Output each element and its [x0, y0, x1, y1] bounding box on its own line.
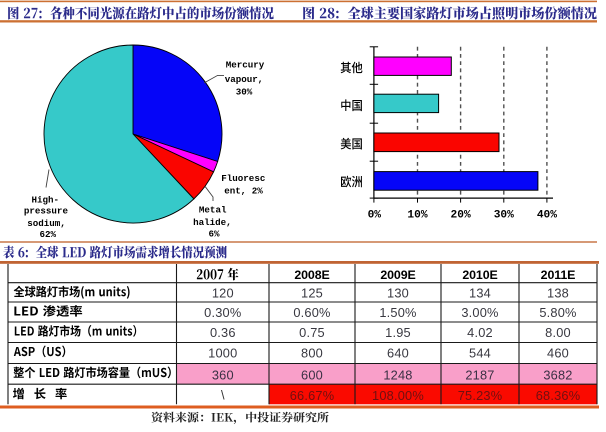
svg-text:2011E: 2011E [541, 268, 576, 282]
svg-text:0%: 0% [368, 210, 382, 222]
svg-text:130: 130 [387, 286, 409, 301]
svg-text:0.60%: 0.60% [293, 305, 330, 320]
svg-text:1000: 1000 [208, 346, 237, 361]
svg-text:8.00: 8.00 [545, 325, 571, 340]
svg-text:\: \ [221, 387, 225, 402]
svg-text:High-: High- [32, 194, 60, 205]
svg-text:0.30%: 0.30% [204, 305, 241, 320]
svg-text:2008E: 2008E [294, 268, 329, 282]
svg-text:544: 544 [469, 346, 491, 361]
svg-text:vapour,: vapour, [225, 74, 264, 85]
svg-text:30%: 30% [236, 87, 253, 98]
svg-text:2009E: 2009E [380, 268, 415, 282]
svg-text:pressure: pressure [24, 206, 69, 217]
svg-text:0.75: 0.75 [299, 325, 325, 340]
svg-text:640: 640 [387, 346, 409, 361]
svg-text:6%: 6% [208, 228, 220, 239]
svg-text:120: 120 [212, 286, 234, 301]
svg-text:5.80%: 5.80% [539, 305, 576, 320]
svg-text:1.95: 1.95 [385, 325, 411, 340]
svg-text:2010E: 2010E [462, 268, 497, 282]
svg-text:20%: 20% [451, 210, 471, 222]
svg-text:ent, 2%: ent, 2% [224, 185, 263, 196]
svg-text:30%: 30% [494, 210, 514, 222]
svg-text:134: 134 [469, 286, 491, 301]
svg-text:360: 360 [212, 367, 234, 382]
svg-text:62%: 62% [40, 229, 57, 240]
svg-text:10%: 10% [407, 210, 427, 222]
svg-text:108.00%: 108.00% [372, 388, 424, 403]
svg-text:1248: 1248 [383, 367, 412, 382]
svg-text:460: 460 [547, 346, 569, 361]
svg-text:3.00%: 3.00% [461, 305, 498, 320]
svg-text:75.23%: 75.23% [458, 388, 503, 403]
svg-text:Mercury: Mercury [226, 60, 265, 71]
svg-text:4.02: 4.02 [467, 325, 493, 340]
svg-text:1.50%: 1.50% [379, 305, 416, 320]
svg-text:3682: 3682 [543, 367, 572, 382]
svg-text:800: 800 [301, 346, 323, 361]
svg-text:600: 600 [301, 367, 323, 382]
svg-text:Metal: Metal [199, 205, 227, 216]
svg-text:68.36%: 68.36% [536, 388, 581, 403]
svg-text:2187: 2187 [465, 367, 494, 382]
svg-text:halide,: halide, [193, 217, 232, 228]
svg-text:40%: 40% [537, 210, 557, 222]
svg-text:66.67%: 66.67% [290, 388, 335, 403]
svg-text:125: 125 [301, 286, 323, 301]
svg-text:138: 138 [547, 286, 569, 301]
svg-text:Fluoresc: Fluoresc [221, 173, 265, 184]
svg-text:0.36: 0.36 [210, 325, 236, 340]
svg-text:sodium,: sodium, [27, 218, 66, 229]
